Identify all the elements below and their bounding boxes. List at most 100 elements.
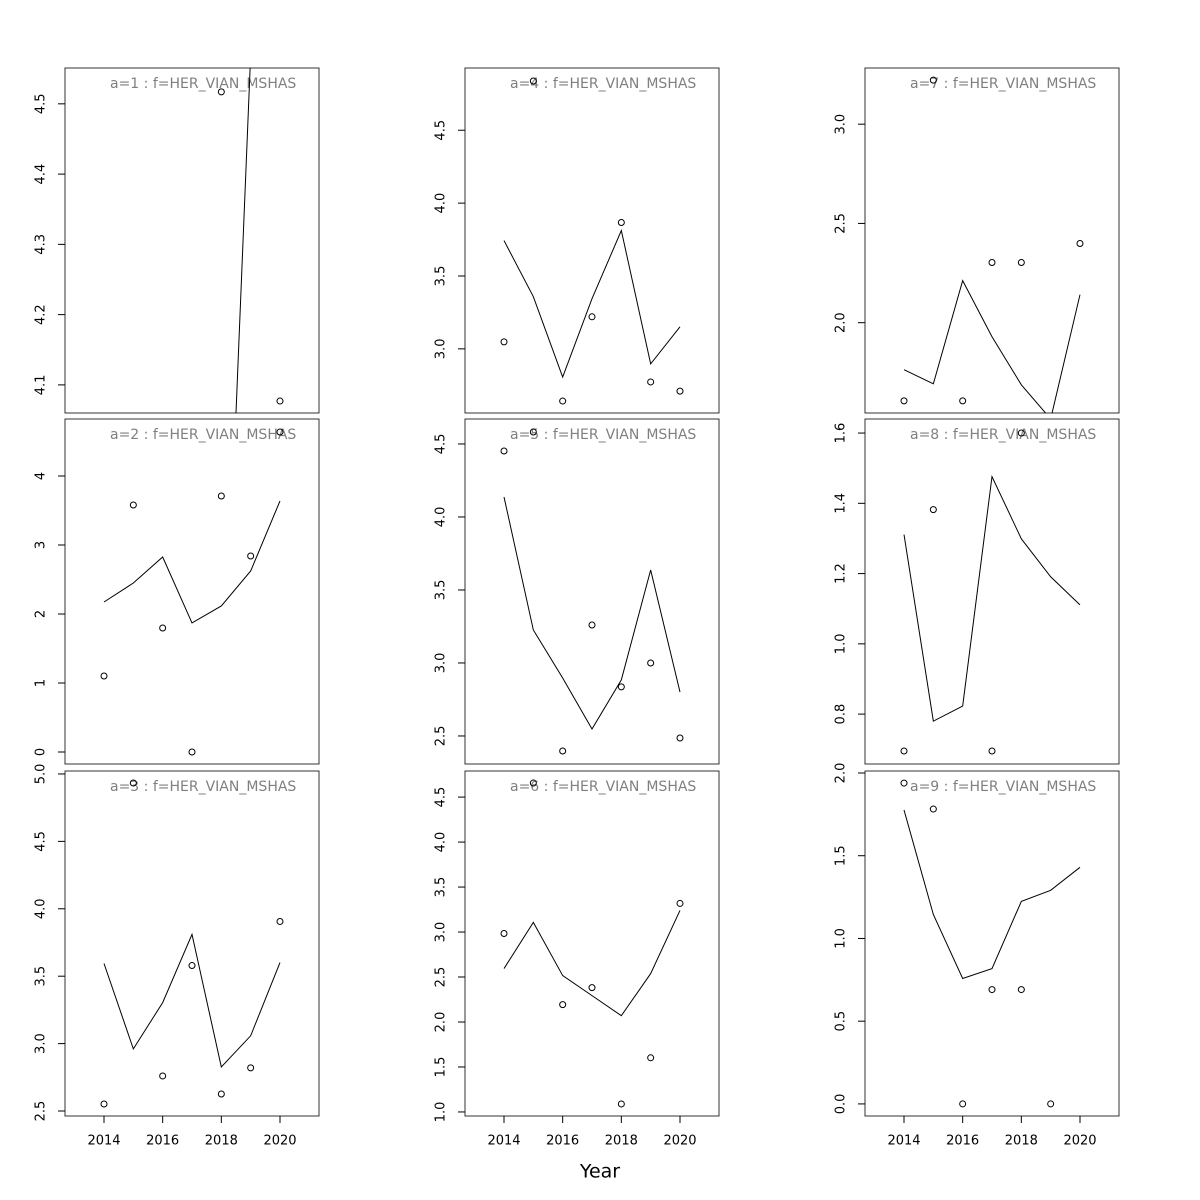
- point: [559, 747, 567, 755]
- point: [929, 805, 937, 813]
- plot-area: [900, 779, 1081, 1108]
- plot-area: [500, 428, 684, 755]
- y-tick-label: 2.5: [34, 1101, 49, 1122]
- line: [903, 474, 1081, 722]
- point: [988, 986, 996, 994]
- point: [959, 397, 967, 405]
- y-tick-label: 3.0: [434, 653, 449, 674]
- y-tick-label: 1.0: [834, 928, 849, 949]
- y-tick-label: 1.5: [434, 1057, 449, 1078]
- panel-title: a=1 : f=HER_VIAN_MSHAS: [110, 76, 296, 92]
- point: [929, 76, 937, 84]
- y-tick-label: 4.0: [434, 193, 449, 214]
- x-tick-label: 2014: [887, 1134, 920, 1149]
- point: [276, 917, 284, 925]
- panel-title: a=2 : f=HER_VIAN_MSHAS: [110, 427, 296, 443]
- panel-title: a=9 : f=HER_VIAN_MSHAS: [910, 779, 1096, 795]
- y-tick-label: 4.0: [434, 507, 449, 528]
- point: [559, 1001, 567, 1009]
- y-tick-label: 4.5: [34, 93, 49, 114]
- line: [903, 809, 1081, 980]
- y-tick-label: 4.5: [34, 831, 49, 852]
- plot-area: [100, 428, 284, 756]
- point: [959, 1100, 967, 1108]
- point: [676, 387, 684, 395]
- plot-area: [900, 429, 1081, 755]
- y-tick-label: 3: [34, 541, 49, 549]
- plot-area: [500, 77, 684, 405]
- point: [500, 338, 508, 346]
- point: [1047, 1100, 1055, 1108]
- y-tick-label: 3.0: [834, 114, 849, 135]
- point: [129, 501, 137, 509]
- point: [929, 506, 937, 514]
- line: [903, 279, 1081, 413]
- point: [588, 621, 596, 629]
- x-tick-label: 2018: [605, 1134, 638, 1149]
- y-tick-label: 2.5: [434, 967, 449, 988]
- point: [159, 624, 167, 632]
- point: [276, 397, 284, 405]
- y-tick-label: 5.0: [34, 764, 49, 785]
- panel-title: a=4 : f=HER_VIAN_MSHAS: [510, 76, 696, 92]
- x-tick-label: 2020: [263, 1134, 296, 1149]
- y-tick-label: 3.0: [434, 922, 449, 943]
- point: [988, 259, 996, 267]
- point: [217, 1090, 225, 1098]
- point: [617, 1100, 625, 1108]
- y-tick-label: 0: [34, 748, 49, 756]
- y-tick-label: 1.4: [834, 493, 849, 514]
- point: [588, 984, 596, 992]
- point: [159, 1072, 167, 1080]
- plot-area: [900, 76, 1084, 413]
- panel-frame: [864, 770, 1120, 1117]
- point: [217, 492, 225, 500]
- point: [647, 659, 655, 667]
- point: [100, 1100, 108, 1108]
- point: [1076, 239, 1084, 247]
- y-tick-label: 1: [34, 679, 49, 687]
- panel-frame: [464, 770, 720, 1117]
- point: [559, 397, 567, 405]
- point: [529, 428, 537, 436]
- point: [247, 552, 255, 560]
- line: [103, 932, 281, 1068]
- plot-area: [100, 779, 284, 1108]
- x-tick-label: 2020: [1063, 1134, 1096, 1149]
- y-tick-label: 4.0: [34, 898, 49, 919]
- point: [500, 447, 508, 455]
- panel-title: a=7 : f=HER_VIAN_MSHAS: [910, 76, 1096, 92]
- point: [617, 683, 625, 691]
- y-tick-label: 3.5: [34, 966, 49, 987]
- panel-title: a=8 : f=HER_VIAN_MSHAS: [910, 427, 1096, 443]
- line: [503, 496, 681, 730]
- y-tick-label: 3.0: [34, 1033, 49, 1054]
- y-tick-label: 2.0: [834, 312, 849, 333]
- y-tick-label: 0.5: [834, 1011, 849, 1032]
- y-tick-label: 1.0: [834, 634, 849, 655]
- plot-area: [217, 68, 284, 413]
- point: [900, 747, 908, 755]
- x-tick-label: 2014: [487, 1134, 520, 1149]
- point: [529, 77, 537, 85]
- point: [900, 779, 908, 787]
- panel-frame: [864, 67, 1120, 414]
- panel-title: a=6 : f=HER_VIAN_MSHAS: [510, 779, 696, 795]
- y-tick-label: 4.5: [434, 787, 449, 808]
- y-tick-label: 3.5: [434, 877, 449, 898]
- y-tick-label: 0.8: [834, 704, 849, 725]
- point: [529, 779, 537, 787]
- point: [188, 748, 196, 756]
- x-axis-label: Year: [579, 1161, 620, 1183]
- point: [676, 734, 684, 742]
- y-tick-label: 1.5: [834, 845, 849, 866]
- line: [503, 228, 681, 379]
- point: [900, 397, 908, 405]
- line: [235, 68, 251, 413]
- y-tick-label: 4.2: [34, 304, 49, 325]
- point: [500, 929, 508, 937]
- y-tick-label: 3.0: [434, 339, 449, 360]
- point: [588, 313, 596, 321]
- point: [276, 428, 284, 436]
- y-tick-label: 2.5: [834, 213, 849, 234]
